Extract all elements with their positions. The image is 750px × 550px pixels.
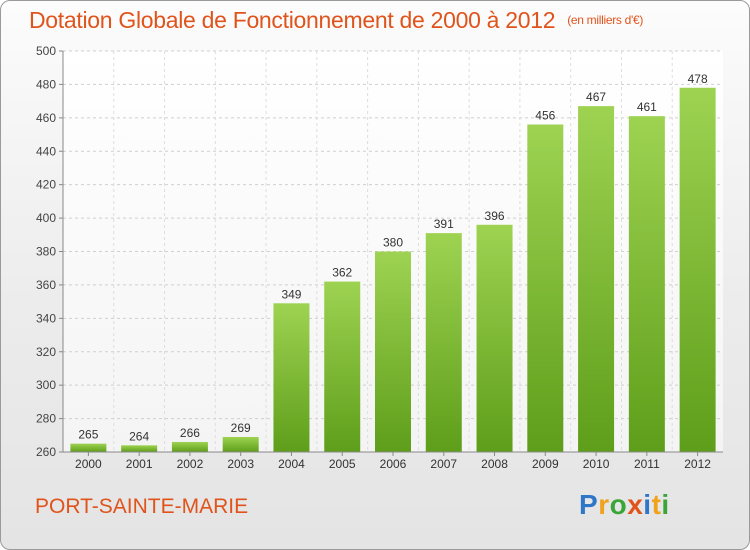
- logo-letter: o: [609, 489, 628, 520]
- x-tick-label: 2012: [684, 457, 711, 471]
- bar-2012: [679, 87, 716, 452]
- data-label: 456: [535, 109, 555, 123]
- y-tick-label: 280: [36, 412, 56, 426]
- chart-title: Dotation Globale de Fonctionnement de 20…: [29, 7, 643, 34]
- axes: 260 280 300 320 340 360 380 400 420 440 460 480 500 2…: [36, 44, 723, 471]
- bar-2000: [70, 443, 107, 452]
- bar-2007: [425, 233, 462, 452]
- data-label: 391: [434, 217, 454, 231]
- data-label: 266: [180, 426, 200, 440]
- y-tick-label: 360: [36, 278, 56, 292]
- y-tick-label: 300: [36, 378, 56, 392]
- data-label: 264: [129, 429, 149, 443]
- x-tick-label: 2008: [481, 457, 508, 471]
- bar-2002: [171, 441, 208, 452]
- logo-letter: t: [651, 489, 662, 520]
- bar-2008: [476, 224, 513, 452]
- bar-2010: [578, 106, 615, 452]
- x-tick-label: 2002: [177, 457, 204, 471]
- y-tick-label: 460: [36, 111, 56, 125]
- chart-title-text: Dotation Globale de Fonctionnement de 20…: [29, 7, 556, 33]
- y-tick-label: 260: [36, 445, 56, 459]
- bar-2011: [628, 116, 665, 452]
- data-label: 265: [78, 428, 98, 442]
- y-tick-label: 500: [36, 44, 56, 58]
- bar-2003: [222, 436, 259, 452]
- data-label: 362: [332, 266, 352, 280]
- data-label: 396: [485, 209, 505, 223]
- y-tick-label: 400: [36, 211, 56, 225]
- bar-2001: [121, 445, 158, 452]
- data-label: 380: [383, 236, 403, 250]
- x-tick-label: 2007: [430, 457, 457, 471]
- data-label: 478: [688, 72, 708, 86]
- unit-note: (en milliers d'€): [567, 13, 644, 27]
- y-tick-label: 420: [36, 178, 56, 192]
- logo-letter: P: [579, 489, 599, 520]
- y-tick-label: 380: [36, 245, 56, 259]
- y-tick-label: 340: [36, 311, 56, 325]
- x-tick-label: 2006: [380, 457, 407, 471]
- x-tick-label: 2005: [329, 457, 356, 471]
- bar-2005: [324, 281, 361, 452]
- y-tick-label: 480: [36, 77, 56, 91]
- data-label: 467: [586, 90, 606, 104]
- bar-2004: [273, 303, 310, 452]
- x-tick-label: 2000: [75, 457, 102, 471]
- y-tick-label: 440: [36, 144, 56, 158]
- logo-letter: x: [627, 489, 644, 520]
- data-label: 349: [281, 287, 301, 301]
- bar-2006: [375, 251, 411, 452]
- x-tick-label: 2010: [583, 457, 610, 471]
- proxiti-logo: Proxiti: [579, 489, 670, 521]
- x-tick-label: 2003: [227, 457, 254, 471]
- x-tick-label: 2009: [532, 457, 559, 471]
- x-tick-label: 2001: [126, 457, 153, 471]
- x-tick-label: 2004: [278, 457, 305, 471]
- logo-letter: i: [643, 489, 652, 520]
- bars: 265 264 266 269 349 362 380 391 396 456 467 461 478: [70, 72, 716, 453]
- logo-letter: r: [598, 489, 610, 520]
- logo-letter: i: [661, 489, 670, 520]
- x-tick-label: 2011: [634, 457, 660, 471]
- data-label: 269: [231, 421, 251, 435]
- data-label: 461: [637, 100, 657, 114]
- y-tick-label: 320: [36, 345, 56, 359]
- town-name: PORT-SAINTE-MARIE: [35, 495, 249, 518]
- bar-2009: [527, 124, 564, 453]
